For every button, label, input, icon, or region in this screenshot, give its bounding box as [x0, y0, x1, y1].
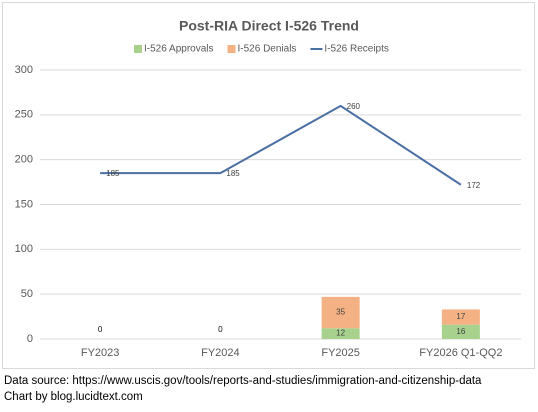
x-tick-label: FY2025 — [321, 347, 360, 359]
data-label: 0 — [98, 325, 103, 334]
data-label: 260 — [347, 102, 361, 111]
data-label: 0 — [98, 325, 103, 334]
data-label: 185 — [106, 169, 120, 178]
legend-label: I-526 Receipts — [324, 44, 388, 55]
data-label: 35 — [336, 308, 345, 317]
footer-note: Chart by blog.lucidtext.com — [4, 391, 143, 403]
x-tick-label: FY2024 — [201, 347, 240, 359]
bar-segment — [321, 328, 360, 339]
bar-segment — [441, 309, 480, 325]
line-series — [100, 104, 462, 186]
x-tick-label: FY2026 Q1-QQ2 — [419, 347, 502, 359]
legend-label: I-526 Denials — [238, 44, 297, 55]
x-tick-label: FY2023 — [81, 347, 120, 359]
y-tick-label: 250 — [15, 109, 33, 121]
data-label: 0 — [218, 325, 223, 334]
y-tick-label: 300 — [15, 64, 33, 76]
data-label: 172 — [467, 181, 481, 190]
data-label: 12 — [336, 329, 345, 338]
footer-note: Data source: https://www.uscis.gov/tools… — [4, 375, 482, 387]
chart-border — [2, 2, 535, 369]
y-tick-label: 50 — [21, 288, 33, 300]
y-tick-label: 200 — [15, 154, 33, 166]
data-label: 0 — [218, 325, 223, 334]
legend-swatch — [134, 45, 142, 53]
legend-label: I-526 Approvals — [144, 44, 214, 55]
y-tick-label: 100 — [15, 243, 33, 255]
data-label: 185 — [226, 169, 240, 178]
y-tick-label: 150 — [15, 198, 33, 210]
data-label: 16 — [456, 327, 465, 336]
bar-segment — [441, 324, 480, 339]
legend-swatch — [227, 45, 236, 53]
data-label: 17 — [456, 312, 465, 321]
bar-segment — [321, 296, 360, 329]
y-tick-label: 0 — [27, 333, 33, 345]
chart-title: Post-RIA Direct I-526 Trend — [179, 18, 359, 34]
